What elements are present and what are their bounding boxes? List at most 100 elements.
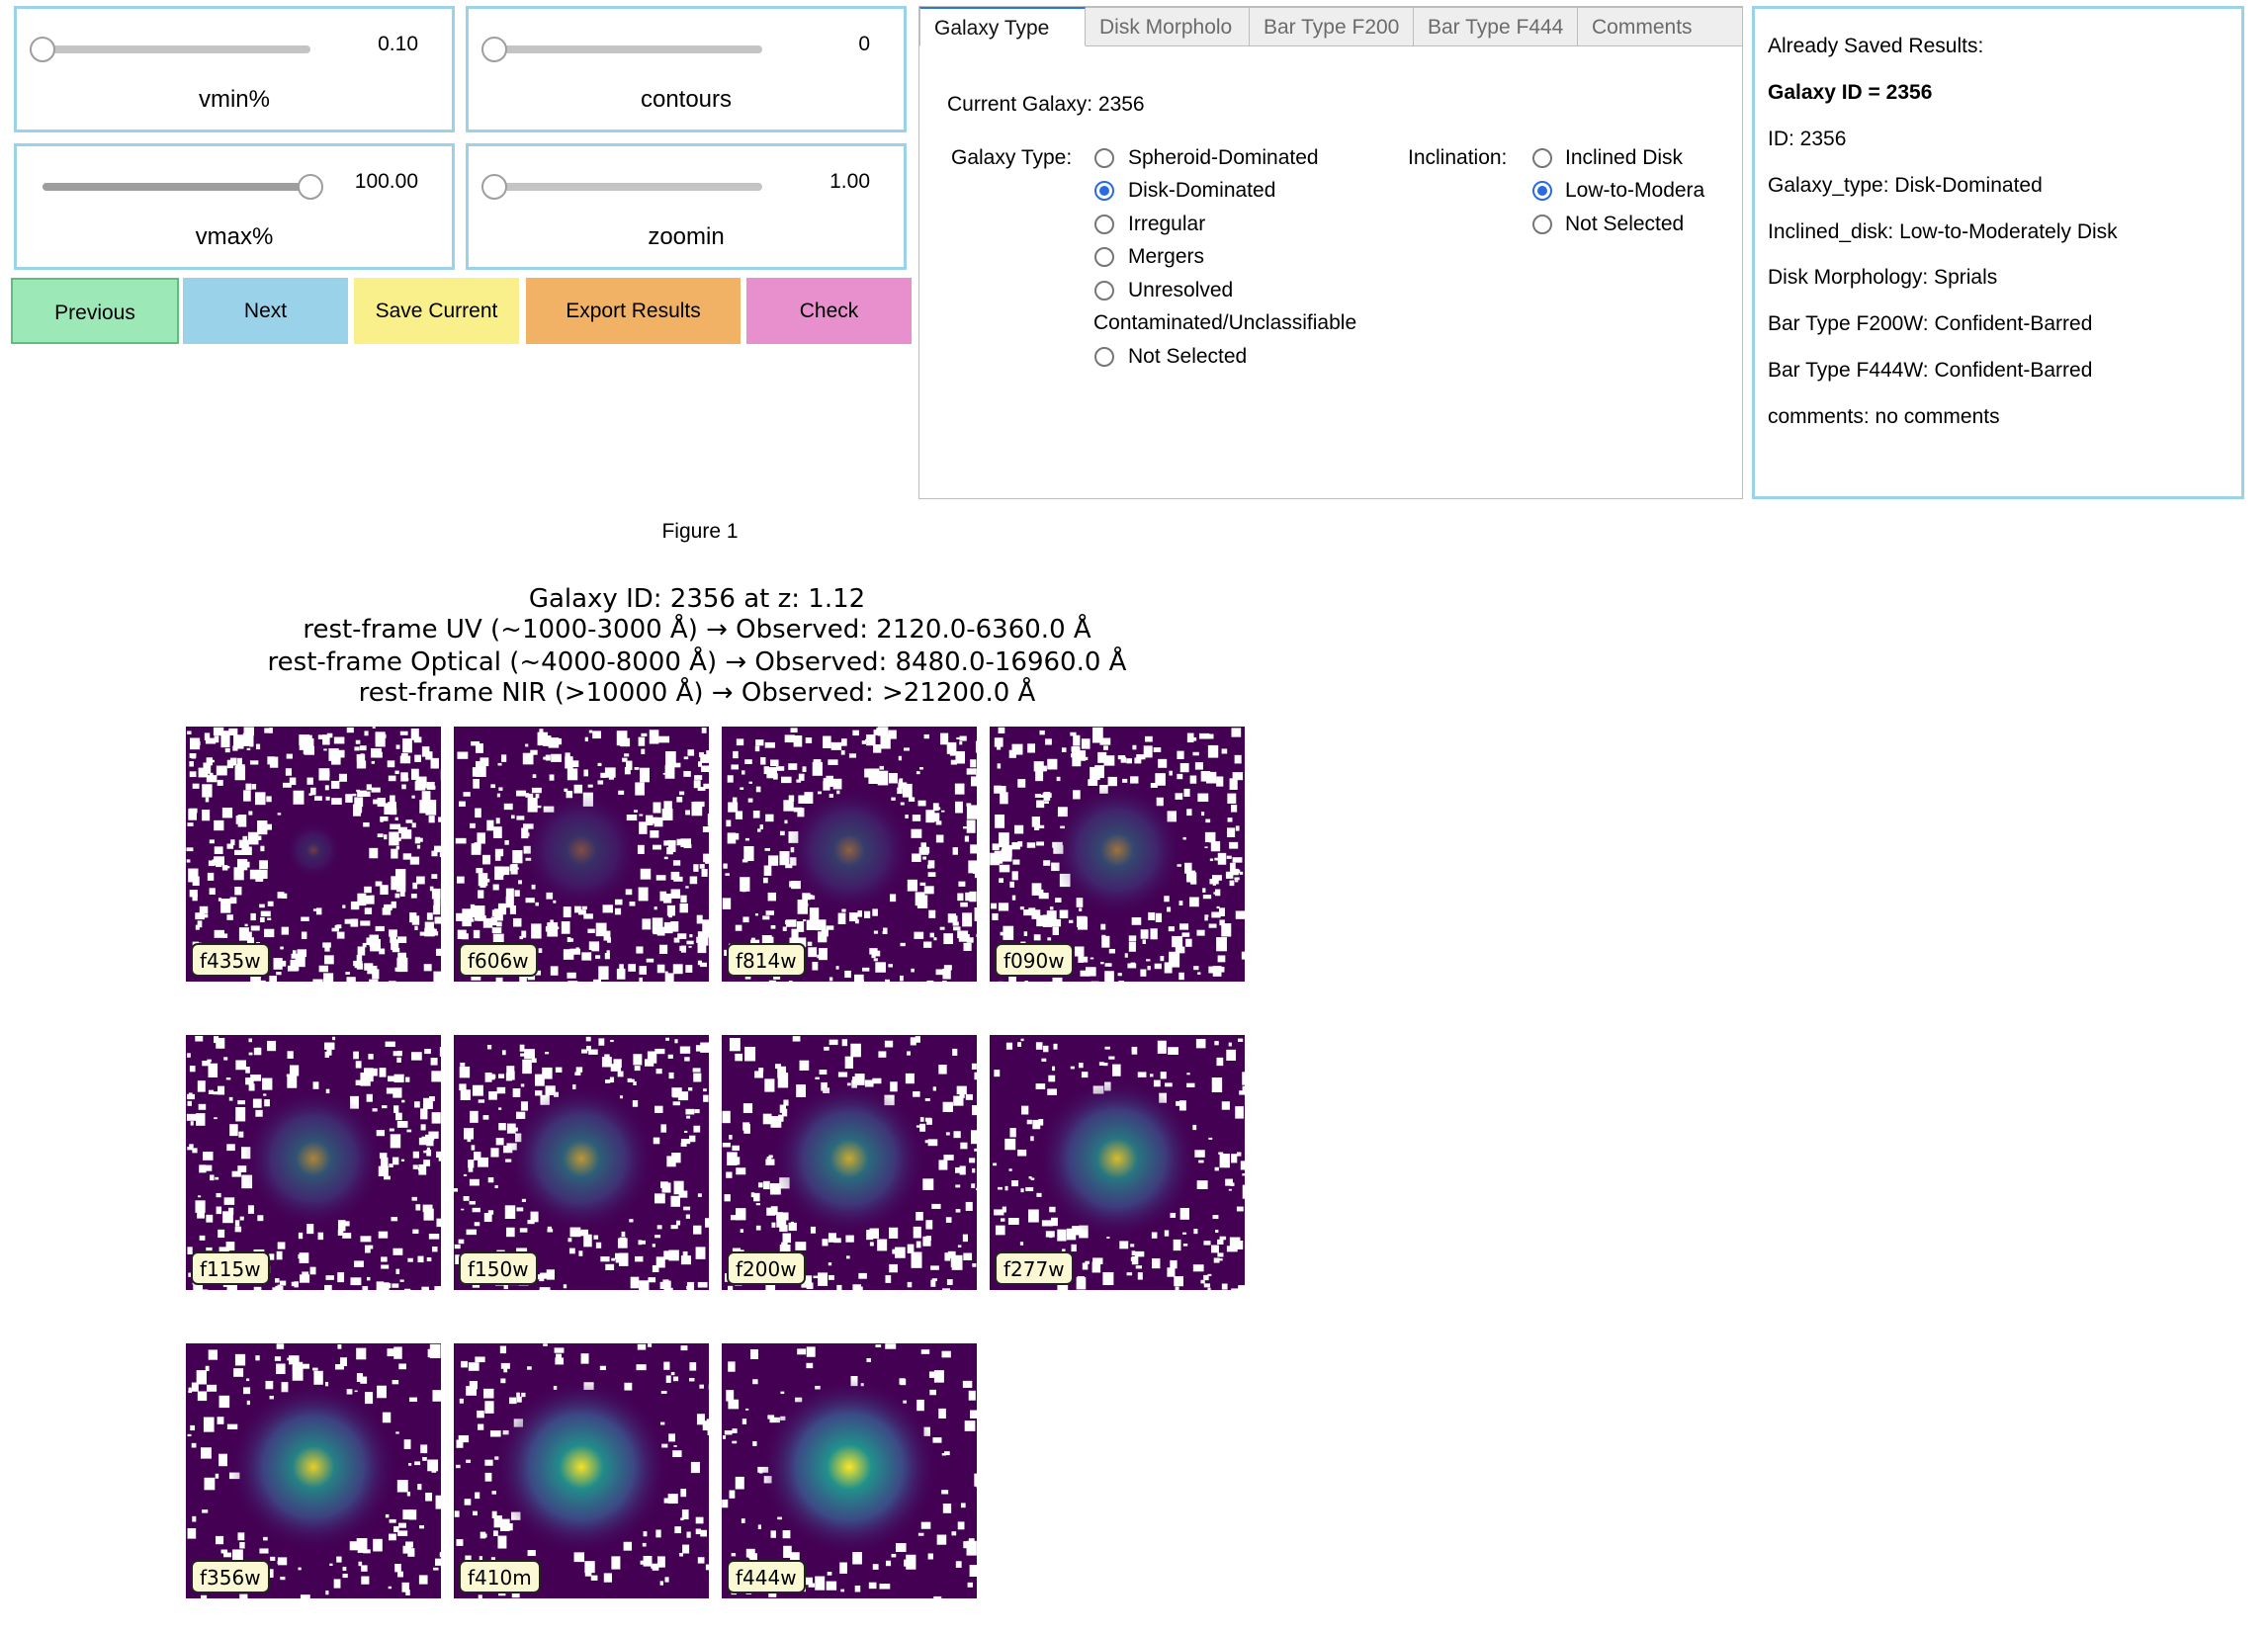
inclination-label: Inclination: bbox=[1408, 146, 1508, 169]
current-galaxy-label: Current Galaxy: 2356 bbox=[947, 93, 1145, 116]
check-button[interactable]: Check bbox=[746, 278, 912, 344]
filter-image-f814w: f814w bbox=[722, 727, 977, 982]
tab-bar-type-f200w[interactable]: Bar Type F200 bbox=[1250, 7, 1414, 46]
option-unresolved[interactable]: Unresolved bbox=[1128, 279, 1234, 301]
galaxy-type-label: Galaxy Type: bbox=[951, 146, 1073, 169]
saved-bar-type-f200w: Bar Type F200W: Confident-Barred bbox=[1768, 312, 2093, 335]
galaxy-cutout-f606w bbox=[454, 727, 709, 982]
filter-label: f200w bbox=[727, 1251, 806, 1285]
tab-comments[interactable]: Comments bbox=[1578, 7, 1743, 46]
option-galaxy-type-not-selected[interactable]: Not Selected bbox=[1128, 345, 1248, 368]
tab-bar: Galaxy Type Disk Morpholo Bar Type F200 … bbox=[919, 7, 1743, 46]
filter-image-f435w: f435w bbox=[186, 727, 441, 982]
vmax-slider-box: 100.00 vmax% bbox=[14, 143, 455, 270]
figure-title-line-3: rest-frame Optical (~4000-8000 Å) → Obse… bbox=[267, 647, 1127, 677]
filter-image-f090w: f090w bbox=[990, 727, 1245, 982]
vmax-slider-handle[interactable] bbox=[298, 174, 323, 200]
filter-image-f410m: f410m bbox=[454, 1343, 709, 1598]
radio-spheroid-dominated[interactable] bbox=[1094, 148, 1114, 168]
radio-disk-dominated[interactable] bbox=[1094, 181, 1114, 201]
contours-slider-box: 0 contours bbox=[466, 6, 907, 132]
figure-title-line-1: Galaxy ID: 2356 at z: 1.12 bbox=[528, 584, 866, 614]
option-mergers[interactable]: Mergers bbox=[1128, 245, 1205, 268]
figure-title-line-4: rest-frame NIR (>10000 Å) → Observed: >2… bbox=[358, 678, 1036, 708]
radio-inclined-disk[interactable] bbox=[1532, 148, 1552, 168]
option-irregular[interactable]: Irregular bbox=[1128, 213, 1206, 235]
radio-inclination-not-selected[interactable] bbox=[1532, 215, 1552, 234]
filter-label: f410m bbox=[459, 1560, 541, 1593]
next-button[interactable]: Next bbox=[183, 278, 348, 344]
vmax-slider[interactable] bbox=[43, 174, 323, 200]
galaxy-cutout-f435w bbox=[186, 727, 441, 982]
filter-image-f200w: f200w bbox=[722, 1035, 977, 1290]
radio-irregular[interactable] bbox=[1094, 215, 1114, 234]
galaxy-cutout-f277w bbox=[990, 1035, 1245, 1290]
previous-button[interactable]: Previous bbox=[11, 278, 179, 344]
zoomin-label: zoomin bbox=[648, 223, 725, 250]
saved-galaxy-id: Galaxy ID = 2356 bbox=[1768, 81, 1933, 104]
tab-galaxy-type[interactable]: Galaxy Type bbox=[919, 7, 1086, 46]
galaxy-cutout-f444w bbox=[722, 1343, 977, 1598]
galaxy-cutout-f410m bbox=[454, 1343, 709, 1598]
figure-title-line-2: rest-frame UV (~1000-3000 Å) → Observed:… bbox=[303, 615, 1091, 645]
filter-label: f090w bbox=[995, 943, 1074, 977]
zoomin-slider[interactable] bbox=[481, 174, 762, 200]
save-current-button[interactable]: Save Current bbox=[354, 278, 519, 344]
contours-slider-handle[interactable] bbox=[481, 37, 507, 62]
filter-image-f356w: f356w bbox=[186, 1343, 441, 1598]
option-inclined-disk[interactable]: Inclined Disk bbox=[1565, 146, 1684, 169]
contours-value: 0 bbox=[858, 33, 870, 55]
galaxy-cutout-f814w bbox=[722, 727, 977, 982]
filter-label: f444w bbox=[727, 1560, 806, 1593]
vmin-slider-handle[interactable] bbox=[30, 37, 55, 62]
zoomin-value: 1.00 bbox=[829, 170, 870, 193]
filter-label: f435w bbox=[191, 943, 270, 977]
saved-results-panel: Already Saved Results: Galaxy ID = 2356 … bbox=[1752, 6, 2244, 499]
saved-results-header: Already Saved Results: bbox=[1768, 35, 1984, 57]
zoomin-slider-box: 1.00 zoomin bbox=[466, 143, 907, 270]
export-results-button[interactable]: Export Results bbox=[526, 278, 741, 344]
filter-image-f277w: f277w bbox=[990, 1035, 1245, 1290]
tab-bar-type-f444w[interactable]: Bar Type F444 bbox=[1414, 7, 1578, 46]
filter-label: f356w bbox=[191, 1560, 270, 1593]
galaxy-cutout-f115w bbox=[186, 1035, 441, 1290]
filter-image-f150w: f150w bbox=[454, 1035, 709, 1290]
contours-slider[interactable] bbox=[481, 37, 762, 62]
saved-inclined-disk: Inclined_disk: Low-to-Moderately Disk bbox=[1768, 220, 2118, 243]
filter-label: f814w bbox=[727, 943, 806, 977]
zoomin-slider-handle[interactable] bbox=[481, 174, 507, 200]
option-contaminated[interactable]: Contaminated/Unclassifiable bbox=[1093, 311, 1357, 334]
vmin-label: vmin% bbox=[198, 86, 270, 113]
option-inclination-not-selected[interactable]: Not Selected bbox=[1565, 213, 1685, 235]
option-spheroid-dominated[interactable]: Spheroid-Dominated bbox=[1128, 146, 1319, 169]
radio-low-to-moderate[interactable] bbox=[1532, 181, 1552, 201]
tab-disk-morphology[interactable]: Disk Morpholo bbox=[1086, 7, 1250, 46]
galaxy-cutout-f356w bbox=[186, 1343, 441, 1598]
filter-label: f150w bbox=[459, 1251, 538, 1285]
filter-label: f277w bbox=[995, 1251, 1074, 1285]
galaxy-cutout-f090w bbox=[990, 727, 1245, 982]
vmin-slider-box: 0.10 vmin% bbox=[14, 6, 455, 132]
vmax-label: vmax% bbox=[195, 223, 274, 250]
figure-label: Figure 1 bbox=[661, 520, 739, 543]
filter-label: f606w bbox=[459, 943, 538, 977]
classification-tabs-panel: Galaxy Type Disk Morpholo Bar Type F200 … bbox=[918, 6, 1743, 499]
filter-image-f444w: f444w bbox=[722, 1343, 977, 1598]
vmin-slider[interactable] bbox=[30, 37, 310, 62]
saved-id: ID: 2356 bbox=[1768, 128, 1847, 150]
radio-mergers[interactable] bbox=[1094, 247, 1114, 267]
saved-comments: comments: no comments bbox=[1768, 405, 2000, 428]
filter-label: f115w bbox=[191, 1251, 270, 1285]
saved-bar-type-f444w: Bar Type F444W: Confident-Barred bbox=[1768, 359, 2093, 382]
vmax-value: 100.00 bbox=[354, 170, 418, 193]
galaxy-cutout-f200w bbox=[722, 1035, 977, 1290]
filter-image-f115w: f115w bbox=[186, 1035, 441, 1290]
option-low-to-moderate[interactable]: Low-to-Modera bbox=[1565, 179, 1705, 202]
filter-image-f606w: f606w bbox=[454, 727, 709, 982]
radio-unresolved[interactable] bbox=[1094, 281, 1114, 301]
vmax-slider-fill bbox=[43, 183, 310, 191]
contours-label: contours bbox=[640, 86, 733, 113]
saved-galaxy-type: Galaxy_type: Disk-Dominated bbox=[1768, 174, 2043, 197]
radio-galaxy-type-not-selected[interactable] bbox=[1094, 347, 1114, 367]
option-disk-dominated[interactable]: Disk-Dominated bbox=[1128, 179, 1276, 202]
